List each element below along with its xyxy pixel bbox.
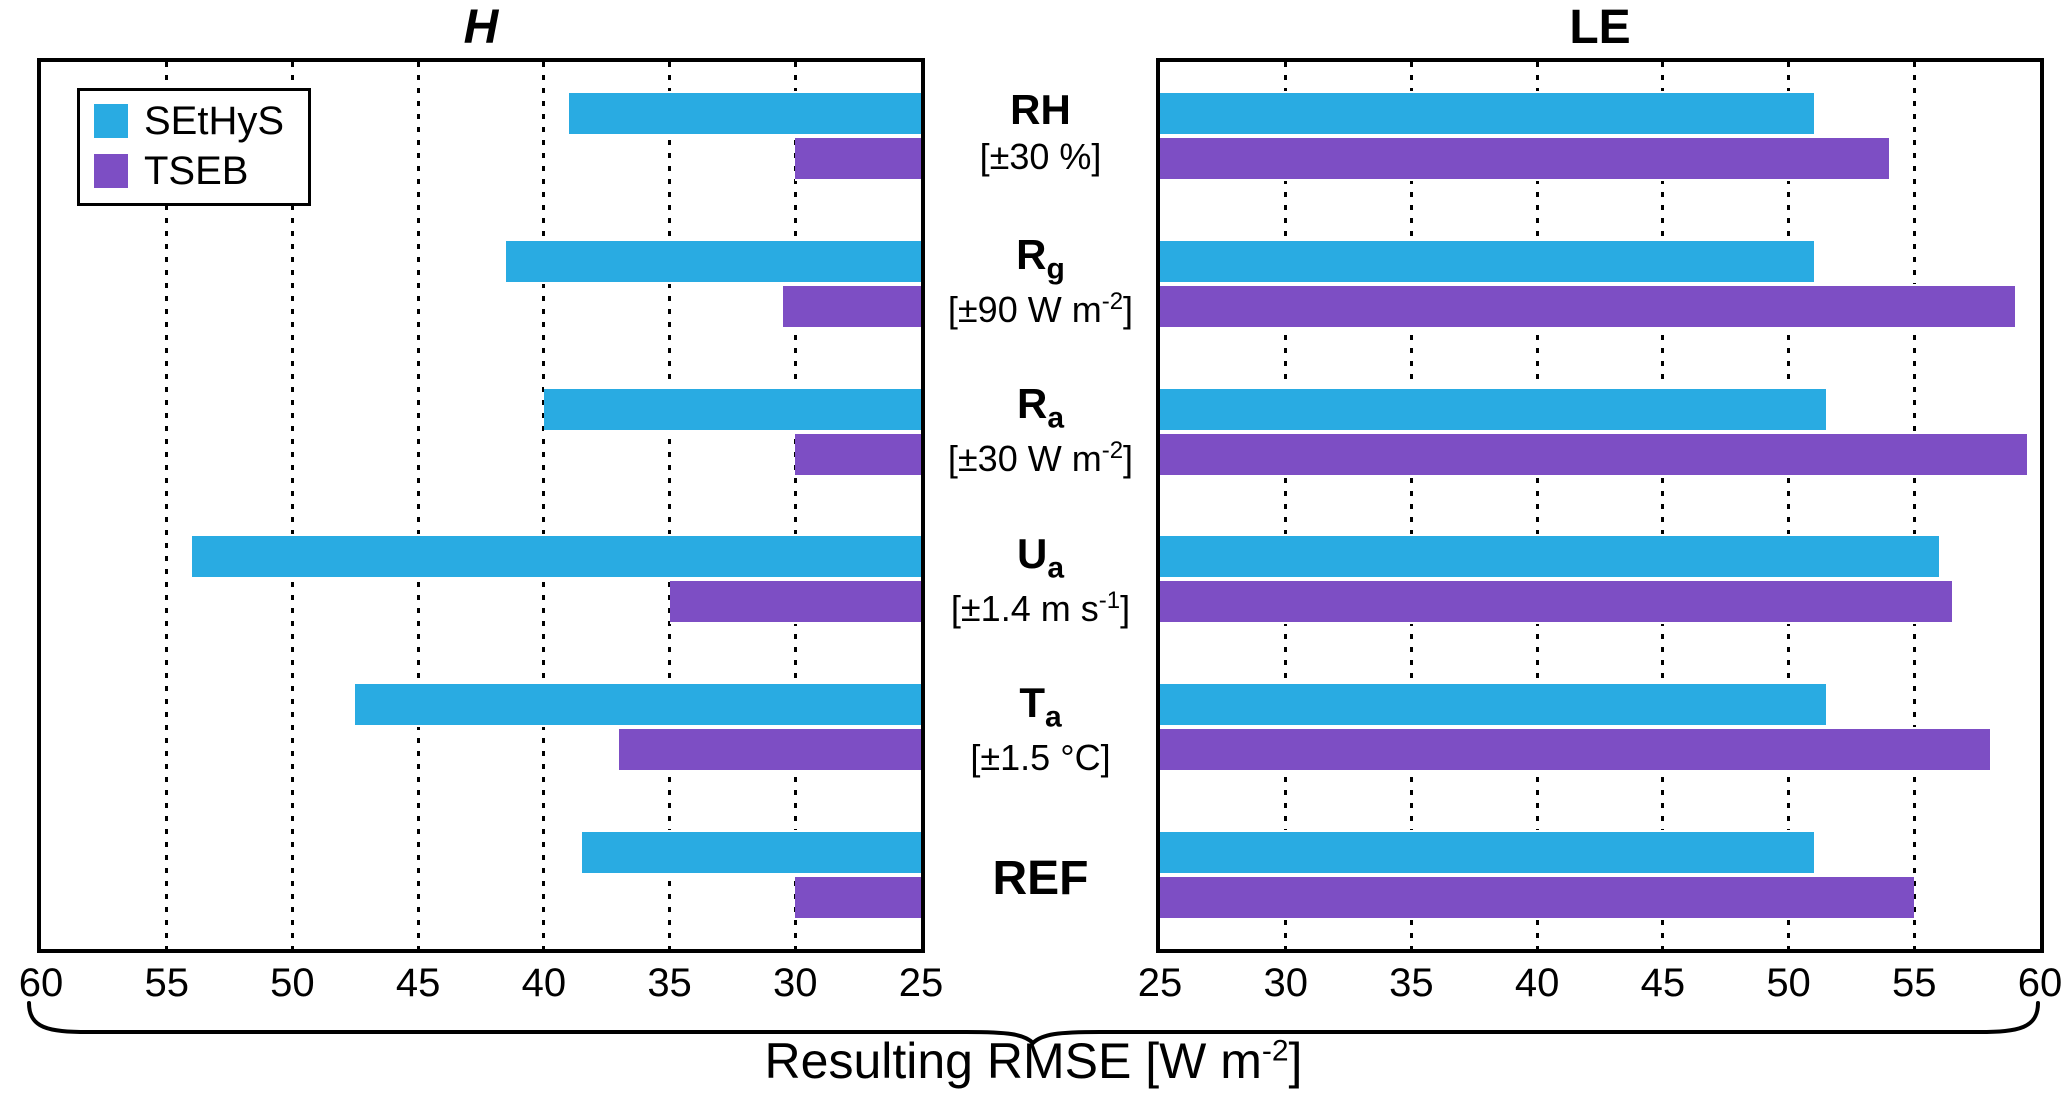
tick-label-le-30: 30 <box>1263 961 1308 1005</box>
tick-label-le-40: 40 <box>1514 961 1560 1005</box>
legend: SEtHyS TSEB <box>77 88 312 206</box>
gridline-h-50 <box>290 62 294 949</box>
bar-le-ua-tseb <box>1160 579 1952 625</box>
tick-label-h-40: 40 <box>521 961 567 1005</box>
tick-label-le-45: 45 <box>1640 961 1686 1005</box>
x-axis-label-exponent: -2 <box>1261 1034 1289 1068</box>
category-perturbation: [±90 W m-2] <box>947 288 1134 331</box>
tick-label-le-50: 50 <box>1766 961 1811 1005</box>
bar-le-ta-sethys <box>1160 682 1827 728</box>
bar-le-ra-tseb <box>1160 431 2028 477</box>
x-axis-label-close: ] <box>1288 1033 1303 1089</box>
bar-le-ra-sethys <box>1160 386 1827 432</box>
gridline-le-30 <box>1284 62 1288 949</box>
gridline-h-30 <box>793 62 797 949</box>
category-name: RH <box>1010 85 1071 133</box>
category-label-ref: REF <box>925 804 1156 953</box>
gridline-h-40 <box>542 62 546 949</box>
x-axis-ticks-le: 25 30 35 40 45 50 55 60 <box>1138 960 2063 1006</box>
category-label-ra: Ra [±30 W m-2] <box>925 356 1156 505</box>
bar-le-ta-tseb <box>1160 727 1990 773</box>
gridline-h-45 <box>416 62 420 949</box>
x-axis-label-text: Resulting RMSE [W m <box>764 1033 1262 1089</box>
bar-le-rh-tseb <box>1160 135 1890 181</box>
panel-le <box>1156 58 2044 953</box>
bar-h-ref-sethys <box>581 830 921 876</box>
legend-label-sethys: SEtHyS <box>144 99 285 143</box>
gridlines-h <box>41 62 921 949</box>
x-axis-ticks-h: 60 55 50 45 40 35 30 25 <box>19 960 944 1006</box>
bar-h-rg-sethys <box>506 238 921 284</box>
category-label-rg: Rg [±90 W m-2] <box>925 207 1156 356</box>
legend-label-tseb: TSEB <box>144 149 249 193</box>
tick-label-le-25: 25 <box>1137 961 1183 1005</box>
bar-le-rg-tseb <box>1160 283 2015 329</box>
bar-h-ra-sethys <box>543 386 921 432</box>
category-perturbation: [±1.4 m s-1] <box>950 586 1131 629</box>
bar-h-ta-tseb <box>619 727 921 773</box>
legend-swatch-sethys-icon <box>94 104 128 138</box>
bar-h-rg-tseb <box>782 283 921 329</box>
tick-label-h-25: 25 <box>898 961 944 1005</box>
gridline-le-45 <box>1661 62 1665 949</box>
category-label-ua: Ua [±1.4 m s-1] <box>925 506 1156 655</box>
bar-le-rg-sethys <box>1160 238 1814 284</box>
underbrace-icon <box>27 1001 2040 1046</box>
category-perturbation: [±1.5 °C] <box>970 736 1111 778</box>
tick-label-h-45: 45 <box>395 961 441 1005</box>
tick-label-h-50: 50 <box>270 961 315 1005</box>
bar-h-ua-tseb <box>669 579 921 625</box>
tick-label-h-60: 60 <box>18 961 64 1005</box>
bar-le-ua-sethys <box>1160 534 1940 580</box>
gridline-le-55 <box>1912 62 1916 949</box>
bars-le <box>1160 62 2040 949</box>
bar-h-ua-sethys <box>191 534 921 580</box>
panel-title-le: LE <box>1569 1 1631 54</box>
bar-h-rh-tseb <box>795 135 921 181</box>
tick-label-le-55: 55 <box>1892 961 1937 1005</box>
category-name: Ra <box>1016 380 1065 435</box>
tick-label-h-35: 35 <box>647 961 692 1005</box>
panel-title-h: H <box>463 1 499 54</box>
bar-h-ref-tseb <box>795 875 921 921</box>
gridline-le-35 <box>1409 62 1413 949</box>
tick-label-le-60: 60 <box>2017 961 2063 1005</box>
category-name: Ta <box>1019 678 1062 734</box>
category-name: REF <box>992 851 1089 905</box>
bar-le-rh-sethys <box>1160 90 1814 136</box>
bar-h-rh-sethys <box>569 90 921 136</box>
bar-h-ta-sethys <box>355 682 921 728</box>
category-perturbation: [±30 W m-2] <box>947 437 1134 480</box>
bar-le-ref-sethys <box>1160 830 1814 876</box>
bars-h <box>41 62 921 949</box>
tick-label-h-30: 30 <box>773 961 818 1005</box>
legend-item-sethys: SEtHyS <box>94 101 284 141</box>
panel-h: SEtHyS TSEB <box>37 58 925 953</box>
bar-le-ref-tseb <box>1160 875 1915 921</box>
category-label-rh: RH [±30 %] <box>925 58 1156 207</box>
gridline-le-50 <box>1787 62 1791 949</box>
legend-swatch-tseb-icon <box>94 154 128 188</box>
category-name: Ua <box>1016 529 1065 585</box>
tick-label-h-55: 55 <box>144 961 189 1005</box>
gridline-h-35 <box>668 62 672 949</box>
bar-h-ra-tseb <box>795 431 921 477</box>
gridline-h-55 <box>165 62 169 949</box>
tick-label-le-35: 35 <box>1389 961 1434 1005</box>
legend-item-tseb: TSEB <box>94 151 284 191</box>
category-label-ta: Ta [±1.5 °C] <box>925 655 1156 804</box>
category-name: Rg <box>1016 231 1065 286</box>
gridlines-le <box>1160 62 2040 949</box>
x-axis-label: Resulting RMSE [W m-2] <box>0 1034 2067 1089</box>
gridline-le-40 <box>1535 62 1539 949</box>
category-perturbation: [±30 %] <box>979 136 1102 178</box>
category-labels-column: RH [±30 %] Rg [±90 W m-2] Ra [±30 W m-2] Ua [±1… <box>925 58 1156 953</box>
